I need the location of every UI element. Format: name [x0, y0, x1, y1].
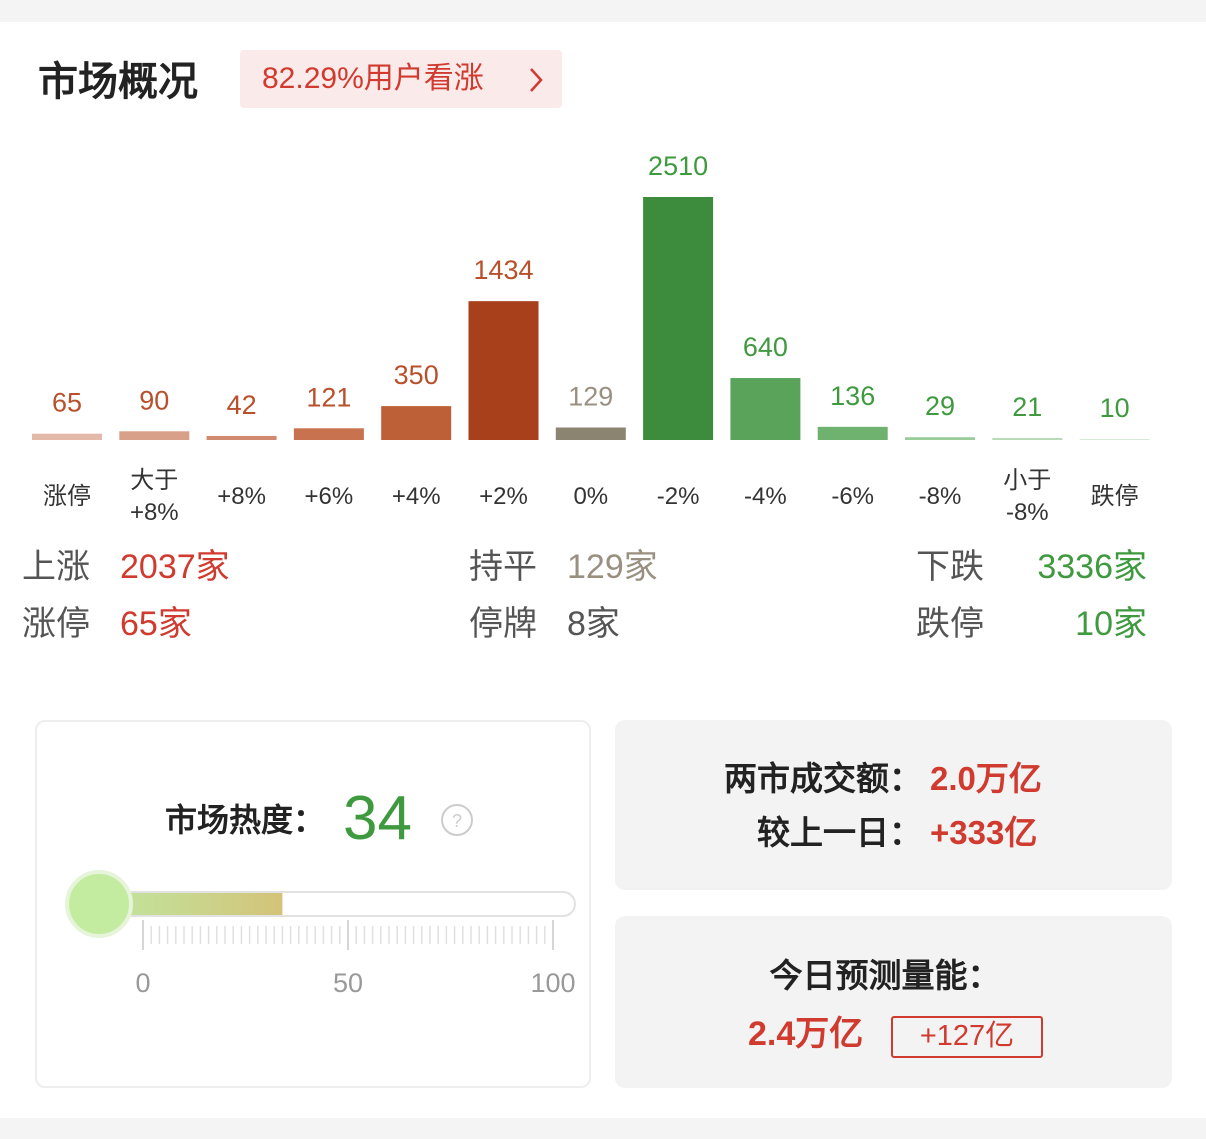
gauge-tick-label: 50 — [333, 968, 363, 998]
turnover-value: 2.0万亿 — [930, 760, 1042, 797]
change-box — [891, 1016, 1043, 1058]
bar — [555, 427, 626, 440]
change-label: 较上一日： — [757, 814, 922, 851]
distribution-chart: 65 90 42 121 350 1434 129 2510 640 136 29 21 10 — [32, 151, 1150, 441]
stat-value: 65家 — [120, 605, 192, 643]
bar — [32, 433, 102, 440]
bar-value: 1434 — [473, 255, 533, 285]
forecast-value: 2.4万亿 — [748, 1015, 864, 1053]
gauge-fill — [97, 893, 283, 915]
turnover-card: 两市成交额： 2.0万亿 较上一日： +333亿 — [615, 720, 1172, 890]
category-label: 0% — [573, 483, 609, 510]
bar — [119, 431, 190, 440]
heat-gauge: ? 0 50 100 — [65, 804, 576, 998]
bar — [817, 426, 888, 440]
stat-value: 8家 — [567, 605, 620, 643]
category-label: +6% — [304, 483, 354, 510]
stat-label: 涨停 — [22, 605, 90, 643]
bar — [992, 437, 1063, 440]
bar-value: 10 — [1100, 393, 1130, 423]
heat-value: 34 — [343, 784, 412, 853]
bar-value: 2510 — [648, 151, 708, 181]
bar — [1079, 439, 1150, 441]
bar — [905, 437, 975, 440]
stat-label: 跌停 — [916, 605, 984, 643]
bar-value: 350 — [394, 360, 439, 390]
bar-value: 136 — [830, 381, 875, 411]
bar — [730, 378, 801, 440]
heat-label: 市场热度： — [165, 802, 326, 838]
bar-value: 90 — [139, 385, 169, 415]
stat-value: 3336家 — [1037, 548, 1147, 586]
badge-text: 82.29%用户看涨 — [262, 62, 484, 95]
bullish-badge[interactable]: 82.29%用户看涨 — [240, 50, 562, 108]
stat-label: 下跌 — [916, 548, 984, 586]
forecast-label: 今日预测量能： — [769, 957, 1001, 994]
forecast-change: +127亿 — [919, 1020, 1015, 1052]
category-label: 跌停 — [1090, 483, 1139, 510]
chevron — [530, 68, 543, 92]
category-label: 涨停 — [43, 483, 91, 510]
stat-label: 上涨 — [22, 548, 90, 586]
category-label: -6% — [831, 483, 875, 510]
category-label: -2% — [656, 483, 700, 510]
bar-value: 42 — [227, 390, 257, 420]
category-label: -8% — [918, 483, 962, 510]
bar-value: 21 — [1012, 392, 1042, 422]
stat-value: 129家 — [567, 548, 658, 586]
stat-label: 停牌 — [469, 605, 537, 643]
bar — [206, 435, 277, 440]
help-icon[interactable] — [441, 804, 473, 836]
gauge-tick-label: 100 — [530, 968, 575, 998]
title: 市场概况 — [38, 60, 198, 104]
gauge-knob — [65, 870, 133, 938]
bar-value: 640 — [743, 332, 788, 362]
category-label: 大于 +8% — [129, 467, 179, 526]
category-label: +2% — [479, 483, 528, 510]
bar — [468, 301, 539, 440]
bar-value: 65 — [52, 388, 82, 418]
change-value: +333亿 — [930, 814, 1038, 851]
stat-value: 10家 — [1075, 605, 1147, 643]
category-label: -4% — [744, 483, 787, 510]
help-mark: ? — [452, 811, 462, 831]
forecast-card: 今日预测量能： 2.4万亿 +127亿 — [615, 916, 1172, 1088]
bar — [381, 406, 452, 440]
stat-value: 2037家 — [120, 548, 230, 586]
bar — [293, 428, 364, 440]
market-card: 市场概况 82.29%用户看涨 ? 0 50 100 市场热度： 34 两市成交额： 2… — [0, 22, 1206, 1118]
heat-card: ? 0 50 100 市场热度： 34 — [35, 720, 591, 1088]
bar-value: 29 — [925, 391, 955, 421]
bar-value: 129 — [568, 382, 613, 412]
stat-label: 持平 — [469, 548, 537, 586]
category-label: 小于 -8% — [1003, 467, 1052, 526]
gauge-tick-label: 0 — [135, 968, 150, 998]
category-label: +4% — [391, 483, 441, 510]
turnover-label: 两市成交额： — [724, 760, 922, 797]
category-label: +8% — [217, 483, 266, 510]
bar — [643, 197, 714, 440]
bar-value: 121 — [306, 382, 351, 412]
